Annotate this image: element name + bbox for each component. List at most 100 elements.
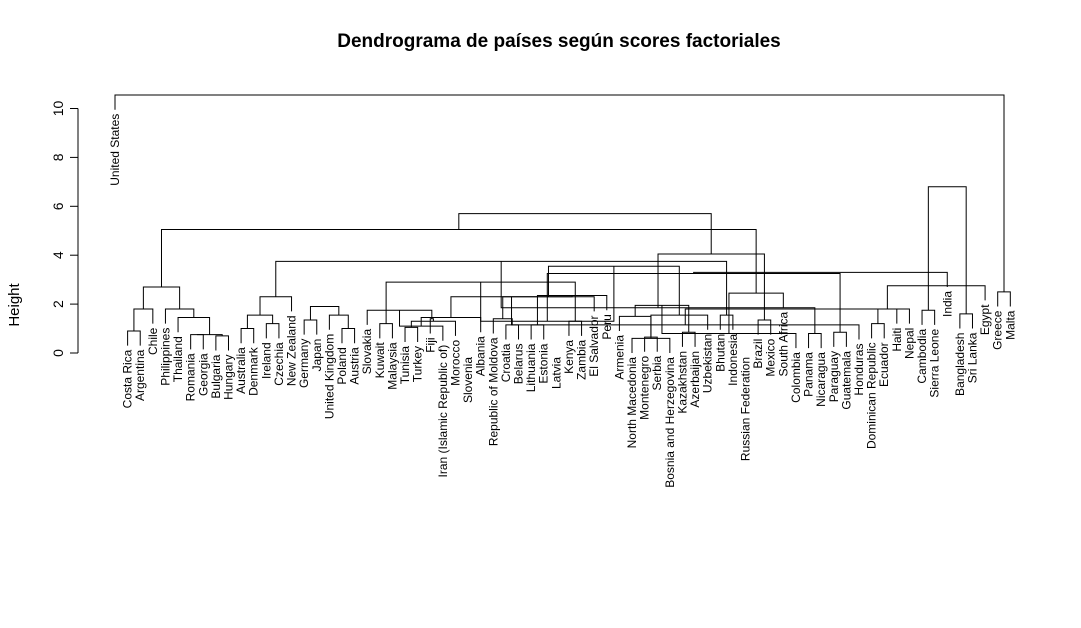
merge-branch <box>458 213 712 254</box>
leaf-label: Malaysia <box>385 342 399 390</box>
merge-branch <box>684 308 910 325</box>
merge-branch <box>921 309 936 325</box>
merge-branch <box>657 253 765 320</box>
y-tick-label: 10 <box>50 101 66 117</box>
leaf-label: Bangladesh <box>953 333 967 396</box>
leaf-label: Tunisia <box>398 346 412 385</box>
leaf-label: Haiti <box>890 328 904 352</box>
merge-branch <box>366 309 433 325</box>
leaf-label: Armenia <box>612 335 626 380</box>
leaf-label: Malta <box>1003 310 1017 340</box>
leaf-label: Czechia <box>272 342 286 386</box>
leaf-label: Serbia <box>650 355 664 390</box>
leaf-label: Georgia <box>196 353 210 396</box>
leaf-label: Iran (Islamic Republic of) <box>436 345 450 478</box>
chart-title: Dendrograma de países según scores facto… <box>337 31 781 52</box>
leaf-label: Slovakia <box>360 329 374 375</box>
merge-branch <box>886 285 986 309</box>
leaf-label: Argentina <box>133 349 147 401</box>
leaf-label: Republic of Moldova <box>486 337 500 446</box>
leaf-label: Lithuania <box>524 343 538 392</box>
leaf-label: Japan <box>310 339 324 372</box>
merge-branch <box>546 273 841 333</box>
merge-branch <box>757 319 772 335</box>
leaf-label: Nepal <box>902 328 916 359</box>
merge-branch <box>379 323 393 339</box>
merge-branch <box>959 313 973 329</box>
merge-branch <box>927 186 967 314</box>
merge-branch <box>877 308 898 324</box>
leaf-label: Slovenia <box>461 357 475 403</box>
leaf-label: Cambodia <box>915 329 929 384</box>
merge-branch <box>833 331 847 347</box>
merge-branch <box>114 94 1005 292</box>
leaf-label: Sri Lanka <box>965 332 979 383</box>
leaf-label: Egypt <box>978 304 992 335</box>
leaf-label: Kuwait <box>373 342 387 379</box>
merge-branch <box>341 328 356 344</box>
leaf-label: Russian Federation <box>739 357 753 461</box>
leaf-label: Guatemala <box>839 351 853 410</box>
merge-branch <box>190 334 204 350</box>
leaf-label: Croatia <box>499 343 513 382</box>
leaf-label: Azerbaijan <box>688 351 702 408</box>
merge-branch <box>328 314 349 330</box>
y-axis: 0 2 4 6 8 10 <box>50 101 79 357</box>
leaf-label: Poland <box>335 347 349 384</box>
leaf-label: Australia <box>234 347 248 394</box>
leaf-label: Paraguay <box>827 351 841 402</box>
leaf-label: Montenegro <box>638 355 652 419</box>
merge-branch <box>303 319 318 335</box>
merge-branch <box>997 291 1011 307</box>
merge-branch <box>196 334 223 336</box>
leaf-label: Indonesia <box>726 333 740 385</box>
leaf-label: Bhutan <box>713 334 727 372</box>
merge-branch <box>505 324 520 340</box>
merge-branch <box>265 323 280 339</box>
leaf-label: South Africa <box>776 311 790 376</box>
leaf-label: Thailand <box>171 336 185 382</box>
leaf-label: Austria <box>348 347 362 385</box>
merge-branch <box>142 286 181 309</box>
leaf-label: United Kingdom <box>322 334 336 419</box>
merge-branch <box>511 296 860 340</box>
merge-branch <box>404 326 419 342</box>
merge-branch <box>240 328 255 344</box>
merge-branch <box>693 271 948 287</box>
leaf-label: Brazil <box>751 339 765 369</box>
merge-branch <box>530 324 545 340</box>
merge-branch <box>568 320 583 336</box>
leaf-labels: United States Costa RicaArgentinaChilePhi… <box>108 114 1017 488</box>
merge-branch <box>871 323 885 339</box>
merge-branch <box>644 336 658 352</box>
leaf-label: Chile <box>146 327 160 355</box>
leaf-label: Germany <box>297 339 311 388</box>
leaf-label: Fiji <box>423 337 437 352</box>
leaf-label: Denmark <box>247 346 261 396</box>
y-axis-label: Height <box>6 282 23 326</box>
y-tick-label: 2 <box>50 300 66 308</box>
dendrogram-tree <box>114 94 1011 353</box>
merge-branch <box>215 335 229 351</box>
merge-branch <box>309 306 340 320</box>
leaf-label: India <box>940 291 954 317</box>
leaf-label: Ecuador <box>877 342 891 387</box>
leaf-label: New Zealand <box>285 315 299 386</box>
y-tick-label: 8 <box>50 153 66 161</box>
leaf-label: Bosnia and Herzegovina <box>663 357 677 488</box>
y-tick-label: 4 <box>50 251 66 259</box>
leaf-label: Albania <box>474 336 488 376</box>
leaf-label: Nicaragua <box>814 352 828 407</box>
leaf-label: Philippines <box>158 328 172 386</box>
leaf-label: Latvia <box>549 357 563 389</box>
leaf-label: Kenya <box>562 340 576 374</box>
leaf-label: North Macedonia <box>625 357 639 449</box>
merge-branch <box>719 314 734 330</box>
leaf-label: Panama <box>802 352 816 397</box>
leaf-label: Zambia <box>575 340 589 380</box>
leaf-label: Uzbekistan <box>701 334 715 393</box>
merge-branch <box>246 314 274 329</box>
leaf-label: El Salvador <box>587 315 601 376</box>
merge-branch <box>127 330 141 346</box>
